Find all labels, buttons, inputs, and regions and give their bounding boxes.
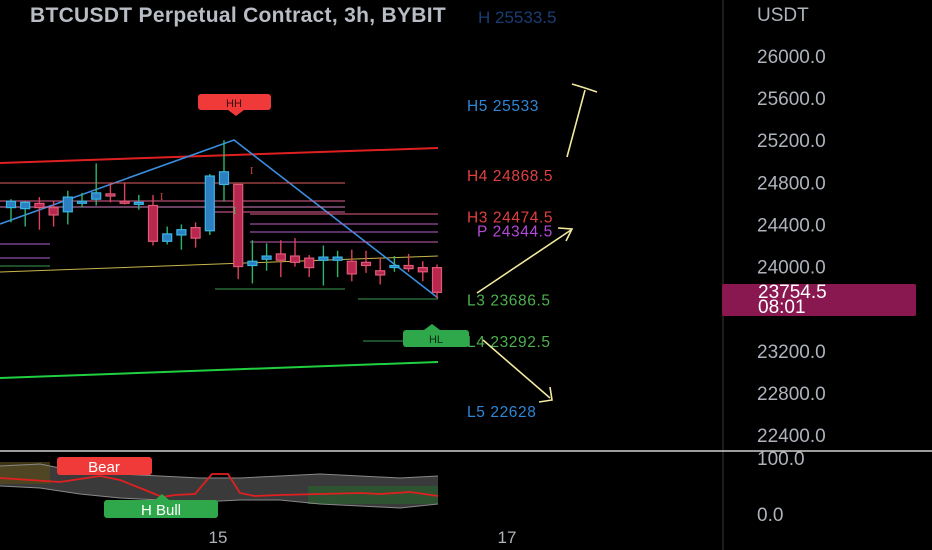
level-label: H3 24474.5 (467, 210, 553, 227)
candle-body (417, 267, 428, 273)
price-axis-label: 23200.0 (757, 342, 826, 363)
candle-body (147, 204, 159, 242)
hl-label: HL (429, 334, 443, 346)
oscillator-pane: Bear H Bull 100.0 0.0 (0, 449, 805, 526)
annotation-i: I (160, 192, 163, 203)
candle-body (76, 200, 88, 204)
candle-body (318, 256, 329, 261)
level-label: L5 22628 (467, 404, 536, 421)
candle-body (431, 267, 443, 293)
candle-body (62, 196, 73, 213)
zigzag-line (0, 139, 439, 299)
candle-body (34, 202, 45, 209)
osc-axis-bottom: 0.0 (757, 505, 783, 526)
candle-body (233, 183, 244, 268)
price-axis-label: 24800.0 (757, 173, 826, 194)
osc-signal-line (0, 473, 439, 498)
annotation-i: I (233, 206, 236, 217)
hl-marker: HL (403, 324, 469, 347)
price-axis-label: 22400.0 (757, 426, 826, 447)
resistance-line (0, 147, 439, 164)
support-line (0, 361, 439, 379)
candle-body (360, 261, 372, 267)
candle-countdown: 08:01 (758, 297, 806, 318)
projection-arrows (476, 83, 598, 403)
candle-body (119, 200, 130, 204)
candle-body (48, 207, 59, 216)
level-label: H4 24868.5 (467, 168, 553, 185)
price-axis-label: 22800.0 (757, 384, 826, 405)
candles-group (5, 140, 443, 299)
candle-body (403, 264, 414, 270)
price-axis-label: 26000.0 (757, 47, 826, 68)
currency-label: USDT (757, 5, 809, 26)
candle-body (5, 200, 17, 209)
candle-body (332, 256, 343, 261)
candle-body (204, 175, 215, 232)
time-label-17: 17 (498, 528, 517, 547)
price-axis-label: 25600.0 (757, 89, 826, 110)
candle-body (346, 260, 357, 275)
price-axis-label: 25200.0 (757, 131, 826, 152)
candle-body (20, 201, 31, 210)
level-label: L3 23686.5 (467, 293, 551, 310)
osc-axis-top: 100.0 (757, 449, 805, 470)
candle-body (190, 227, 201, 239)
hh-label: HH (226, 98, 242, 110)
candle-body (133, 201, 144, 205)
candle-body (176, 229, 187, 236)
candle-body (375, 270, 386, 276)
annotation-i: I (250, 166, 253, 177)
level-label: H5 25533 (467, 98, 539, 115)
bull-label: H Bull (141, 502, 181, 519)
candle-body (389, 264, 400, 269)
last-price-tag: 23754.5 08:01 (722, 282, 916, 318)
candle-body (91, 192, 102, 200)
candle-body (261, 255, 272, 260)
level-label: P 24344.5 (477, 223, 553, 240)
candle-body (218, 171, 230, 186)
level-label: L4 23292.5 (467, 334, 551, 351)
title-overlay-label: H 25533.5 (478, 8, 557, 27)
price-axis-labels: 26000.0 25600.0 25200.0 24800.0 24400.0 24000… (757, 47, 826, 447)
pivot-trend-line (0, 255, 439, 273)
candle-body (105, 193, 116, 197)
bear-label: Bear (88, 459, 120, 476)
price-axis-label: 24400.0 (757, 215, 826, 236)
osc-bull-zone (308, 486, 438, 504)
candle-body (162, 233, 173, 242)
last-price-value: 23754.5 (758, 282, 827, 303)
price-axis-label: 24000.0 (757, 258, 826, 279)
candle-body (304, 257, 315, 269)
level-labels: H5 25533 H4 24868.5 H3 24474.5P 24344.5 L3 … (467, 98, 553, 421)
candle-body (289, 255, 301, 263)
osc-lower-line (0, 485, 439, 509)
candle-body (247, 260, 258, 267)
level-segments (0, 182, 438, 342)
chart-title: BTCUSDT Perpetual Contract, 3h, BYBIT (30, 4, 446, 27)
time-label-15: 15 (209, 528, 228, 547)
candle-body (275, 253, 286, 261)
hh-marker: HH (198, 94, 271, 116)
